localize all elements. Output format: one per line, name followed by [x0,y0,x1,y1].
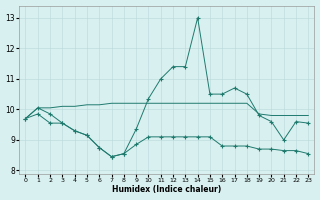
X-axis label: Humidex (Indice chaleur): Humidex (Indice chaleur) [112,185,221,194]
